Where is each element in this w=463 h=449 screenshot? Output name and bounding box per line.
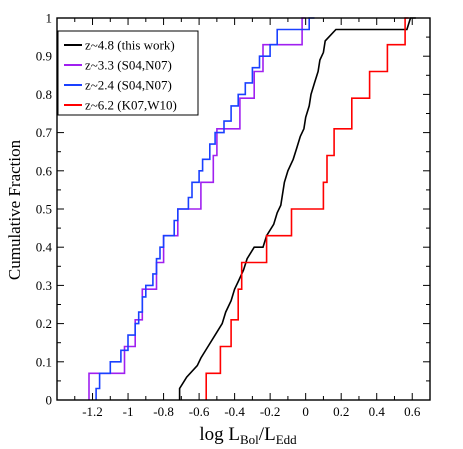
y-tick-label: 0.9 (36, 49, 52, 64)
x-tick-label: -1.2 (82, 404, 103, 419)
y-tick-label: 0.7 (36, 125, 53, 140)
legend-label-3: z~2.4 (S04,N07) (85, 78, 172, 93)
series-layer (88, 17, 416, 400)
x-tick-label: 0 (302, 404, 309, 419)
legend-label-1: z~4.8 (this work) (85, 38, 175, 53)
legend: z~4.8 (this work) z~3.3 (S04,N07) z~2.4 (S… (57, 30, 199, 116)
x-axis-title-mid: /L (259, 424, 276, 445)
x-axis-title-main: log L (199, 424, 240, 445)
x-axis-title-sub-edd: Edd (276, 432, 297, 447)
series-line-1 (178, 17, 416, 400)
y-tick-label: 0 (46, 393, 53, 408)
x-tick-label: 0.2 (333, 404, 349, 419)
x-tick-label: -0.8 (153, 404, 174, 419)
x-tick-label: -0.2 (260, 404, 281, 419)
y-axis-title: Cumulative Fraction (5, 139, 24, 280)
y-tick-label: 0.6 (36, 163, 53, 178)
y-tick-label: 1 (46, 11, 53, 26)
legend-label-4: z~6.2 (K07,W10) (85, 98, 177, 113)
x-axis-title: log LBol/LEdd (199, 424, 297, 447)
x-tick-label: -0.6 (189, 404, 210, 419)
y-tick-label: 0.1 (36, 354, 52, 369)
y-tick-label: 0.8 (36, 87, 52, 102)
x-axis-title-sub-bol: Bol (240, 432, 259, 447)
y-tick-label: 0.5 (36, 202, 52, 217)
y-tick-label: 0.2 (36, 316, 52, 331)
series-line-3 (95, 17, 315, 400)
series-line-4 (205, 17, 409, 400)
x-tick-label: -1 (123, 404, 134, 419)
ticks-layer: -1.2 -1 -0.8 -0.6 -0.4 -0.2 0 0.2 0.4 0.6 0 0.1 0.2 0… (36, 11, 431, 419)
x-tick-label: 0.4 (369, 404, 386, 419)
y-tick-label: 0.4 (36, 240, 53, 255)
legend-label-2: z~3.3 (S04,N07) (85, 58, 172, 73)
x-tick-label: -0.4 (224, 404, 245, 419)
x-tick-label: 0.6 (404, 404, 421, 419)
y-tick-label: 0.3 (36, 278, 52, 293)
